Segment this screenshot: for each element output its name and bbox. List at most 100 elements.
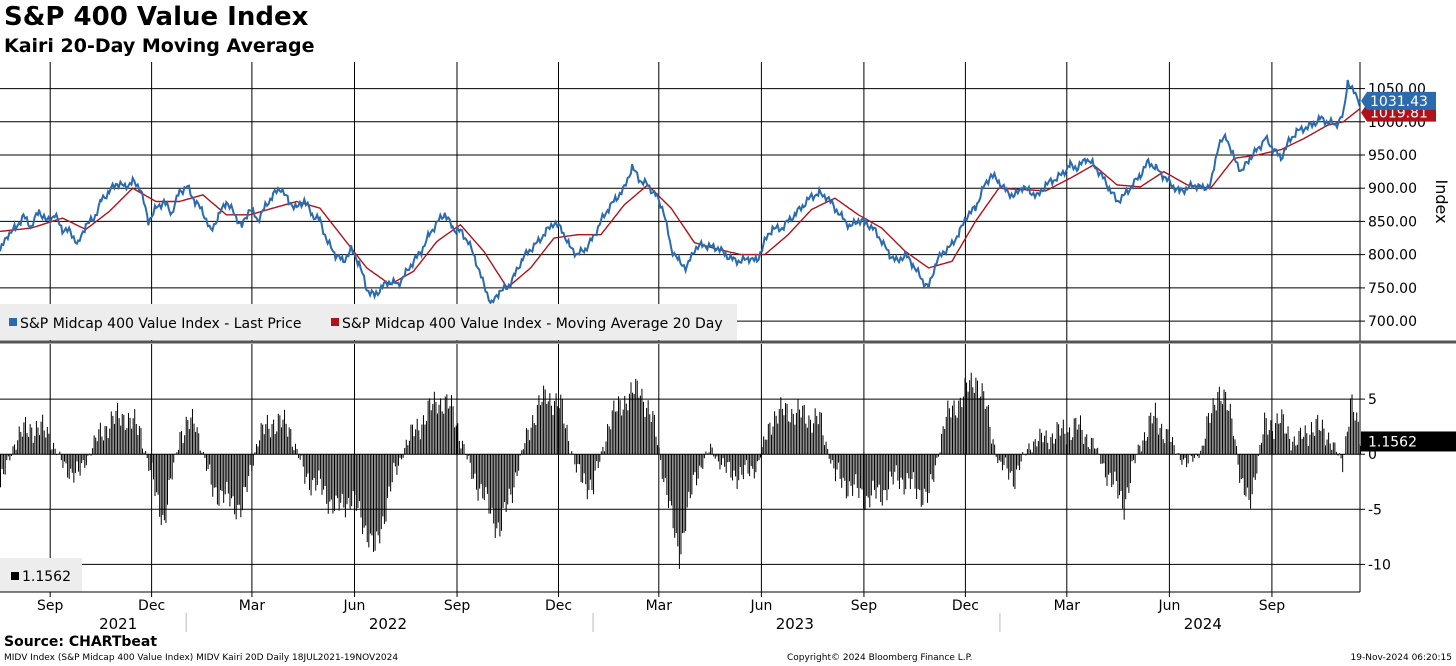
kairi-bar — [60, 454, 62, 461]
kairi-bar — [1226, 410, 1228, 455]
legend-swatch-kairi — [11, 572, 19, 580]
kairi-bar — [1158, 434, 1160, 455]
price-last-value-tag-bg — [1361, 91, 1436, 110]
kairi-bar — [32, 442, 34, 455]
kairi-bar — [697, 454, 699, 479]
kairi-bar — [1342, 454, 1344, 473]
kairi-bar — [245, 454, 247, 488]
kairi-bar — [296, 448, 298, 455]
kairi-bar — [291, 446, 293, 455]
kairi-bar — [1078, 424, 1080, 455]
kairi-bar — [780, 397, 782, 455]
kairi-bar — [733, 454, 735, 471]
kairi-bar — [777, 423, 779, 455]
kairi-bar — [864, 454, 866, 510]
kairi-bar — [1320, 430, 1322, 455]
kairi-bar — [1245, 454, 1247, 497]
kairi-bar — [285, 423, 287, 455]
kairi-bar — [404, 448, 406, 455]
kairi-bar — [446, 394, 448, 455]
kairi-bar — [67, 454, 69, 478]
kairi-bar — [1079, 415, 1081, 455]
kairi-bar — [811, 432, 813, 455]
kairi-bar — [374, 454, 376, 551]
x-tick-label-month: Sep — [1259, 598, 1286, 614]
kairi-bar — [852, 454, 854, 496]
kairi-bar — [850, 454, 852, 486]
kairi-bar — [905, 454, 907, 490]
kairi-bar — [833, 454, 835, 469]
kairi-bar — [889, 454, 891, 472]
kairi-bar — [166, 454, 168, 505]
kairi-bar — [692, 454, 694, 475]
kairi-bar — [143, 452, 145, 455]
kairi-bar — [1019, 454, 1021, 471]
kairi-bar — [1256, 454, 1258, 474]
kairi-bar — [872, 454, 874, 481]
kairi-bar — [507, 454, 509, 505]
kairi-bar — [1186, 454, 1188, 468]
kairi-bar — [569, 453, 571, 455]
kairi-bar — [1236, 445, 1238, 455]
kairi-bar — [1265, 418, 1267, 455]
kairi-bar — [1229, 403, 1231, 455]
kairi-bar — [53, 442, 55, 455]
kairi-bar — [357, 454, 359, 509]
kairi-bar — [329, 454, 331, 502]
kairi-bar — [1207, 413, 1209, 455]
kairi-bar — [1154, 402, 1156, 455]
kairi-bar — [745, 454, 747, 461]
kairi-bar — [1062, 419, 1064, 455]
kairi-bar — [206, 454, 208, 471]
kairi-bar — [663, 454, 665, 483]
kairi-bar — [1321, 419, 1323, 455]
kairi-bar — [794, 424, 796, 455]
kairi-bar — [488, 454, 490, 514]
kairi-bar — [650, 421, 652, 455]
kairi-bar — [973, 392, 975, 455]
kairi-bar — [555, 393, 557, 455]
kairi-bar — [305, 454, 307, 477]
kairi-bar — [1312, 432, 1314, 455]
kairi-bar — [861, 454, 863, 490]
x-tick-label-month: Jun — [749, 598, 772, 614]
kairi-bar — [181, 430, 183, 455]
kairi-bar — [809, 419, 811, 455]
kairi-bar — [137, 435, 139, 455]
kairi-bar — [110, 411, 112, 455]
kairi-bar — [421, 424, 423, 455]
kairi-bar — [764, 439, 766, 455]
kairi-bar — [54, 448, 56, 455]
kairi-bar — [1211, 413, 1213, 455]
kairi-bar — [382, 454, 384, 517]
kairi-bar — [1126, 454, 1128, 488]
kairi-bar — [518, 454, 520, 471]
kairi-bar — [26, 433, 28, 455]
kairi-bar — [1053, 443, 1055, 455]
kairi-bar — [216, 454, 218, 505]
kairi-bar — [986, 406, 988, 455]
kairi-bar — [775, 415, 777, 455]
legend-box — [0, 304, 737, 340]
kairi-bar — [1030, 449, 1032, 455]
kairi-bar — [521, 450, 523, 455]
kairi-bar — [724, 454, 726, 467]
kairi-bar — [519, 454, 521, 456]
kairi-bar — [898, 454, 900, 490]
kairi-bar — [140, 427, 142, 455]
kairi-bar — [941, 434, 943, 455]
y-tick-label: 700.00 — [1368, 314, 1417, 330]
kairi-bar — [1140, 451, 1142, 455]
kairi-bar — [362, 454, 364, 535]
kairi-bar — [1184, 454, 1186, 459]
kairi-bar — [1069, 427, 1071, 455]
kairi-bar — [1089, 449, 1091, 455]
kairi-bar — [1303, 436, 1305, 455]
kairi-bar — [255, 444, 257, 455]
kairi-bar — [1228, 410, 1230, 455]
kairi-bar — [608, 426, 610, 455]
kairi-bar — [1221, 404, 1223, 455]
kairi-bar — [1, 454, 3, 470]
kairi-bar — [344, 454, 346, 518]
kairi-bar — [449, 406, 451, 455]
